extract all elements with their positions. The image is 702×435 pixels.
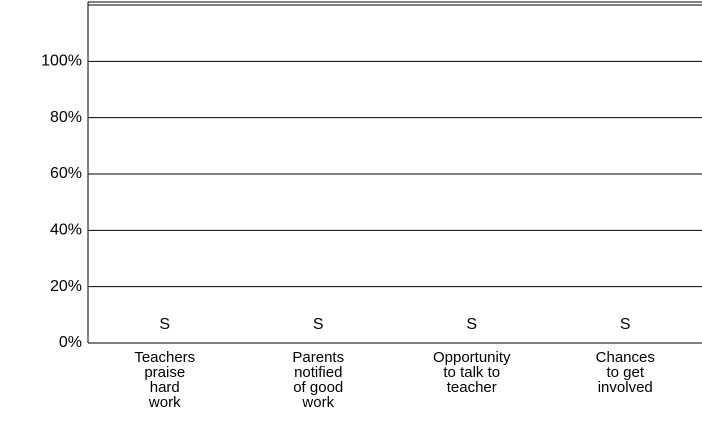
x-tick-label: Teachers praise hard work	[134, 349, 195, 411]
y-tick-label: 0%	[59, 334, 82, 351]
y-tick-label: 40%	[50, 222, 82, 239]
y-tick-label: 100%	[41, 53, 82, 70]
data-label: S	[466, 316, 477, 333]
y-tick-label: 20%	[50, 278, 82, 295]
x-tick-label: Parents notified of good work	[292, 349, 344, 411]
x-tick-label: Chances to get involved	[596, 349, 655, 396]
x-tick-label: Opportunity to talk to teacher	[433, 349, 511, 396]
y-tick-label: 80%	[50, 109, 82, 126]
data-label: S	[159, 316, 170, 333]
data-label: S	[620, 316, 631, 333]
data-label: S	[313, 316, 324, 333]
y-tick-label: 60%	[50, 165, 82, 182]
